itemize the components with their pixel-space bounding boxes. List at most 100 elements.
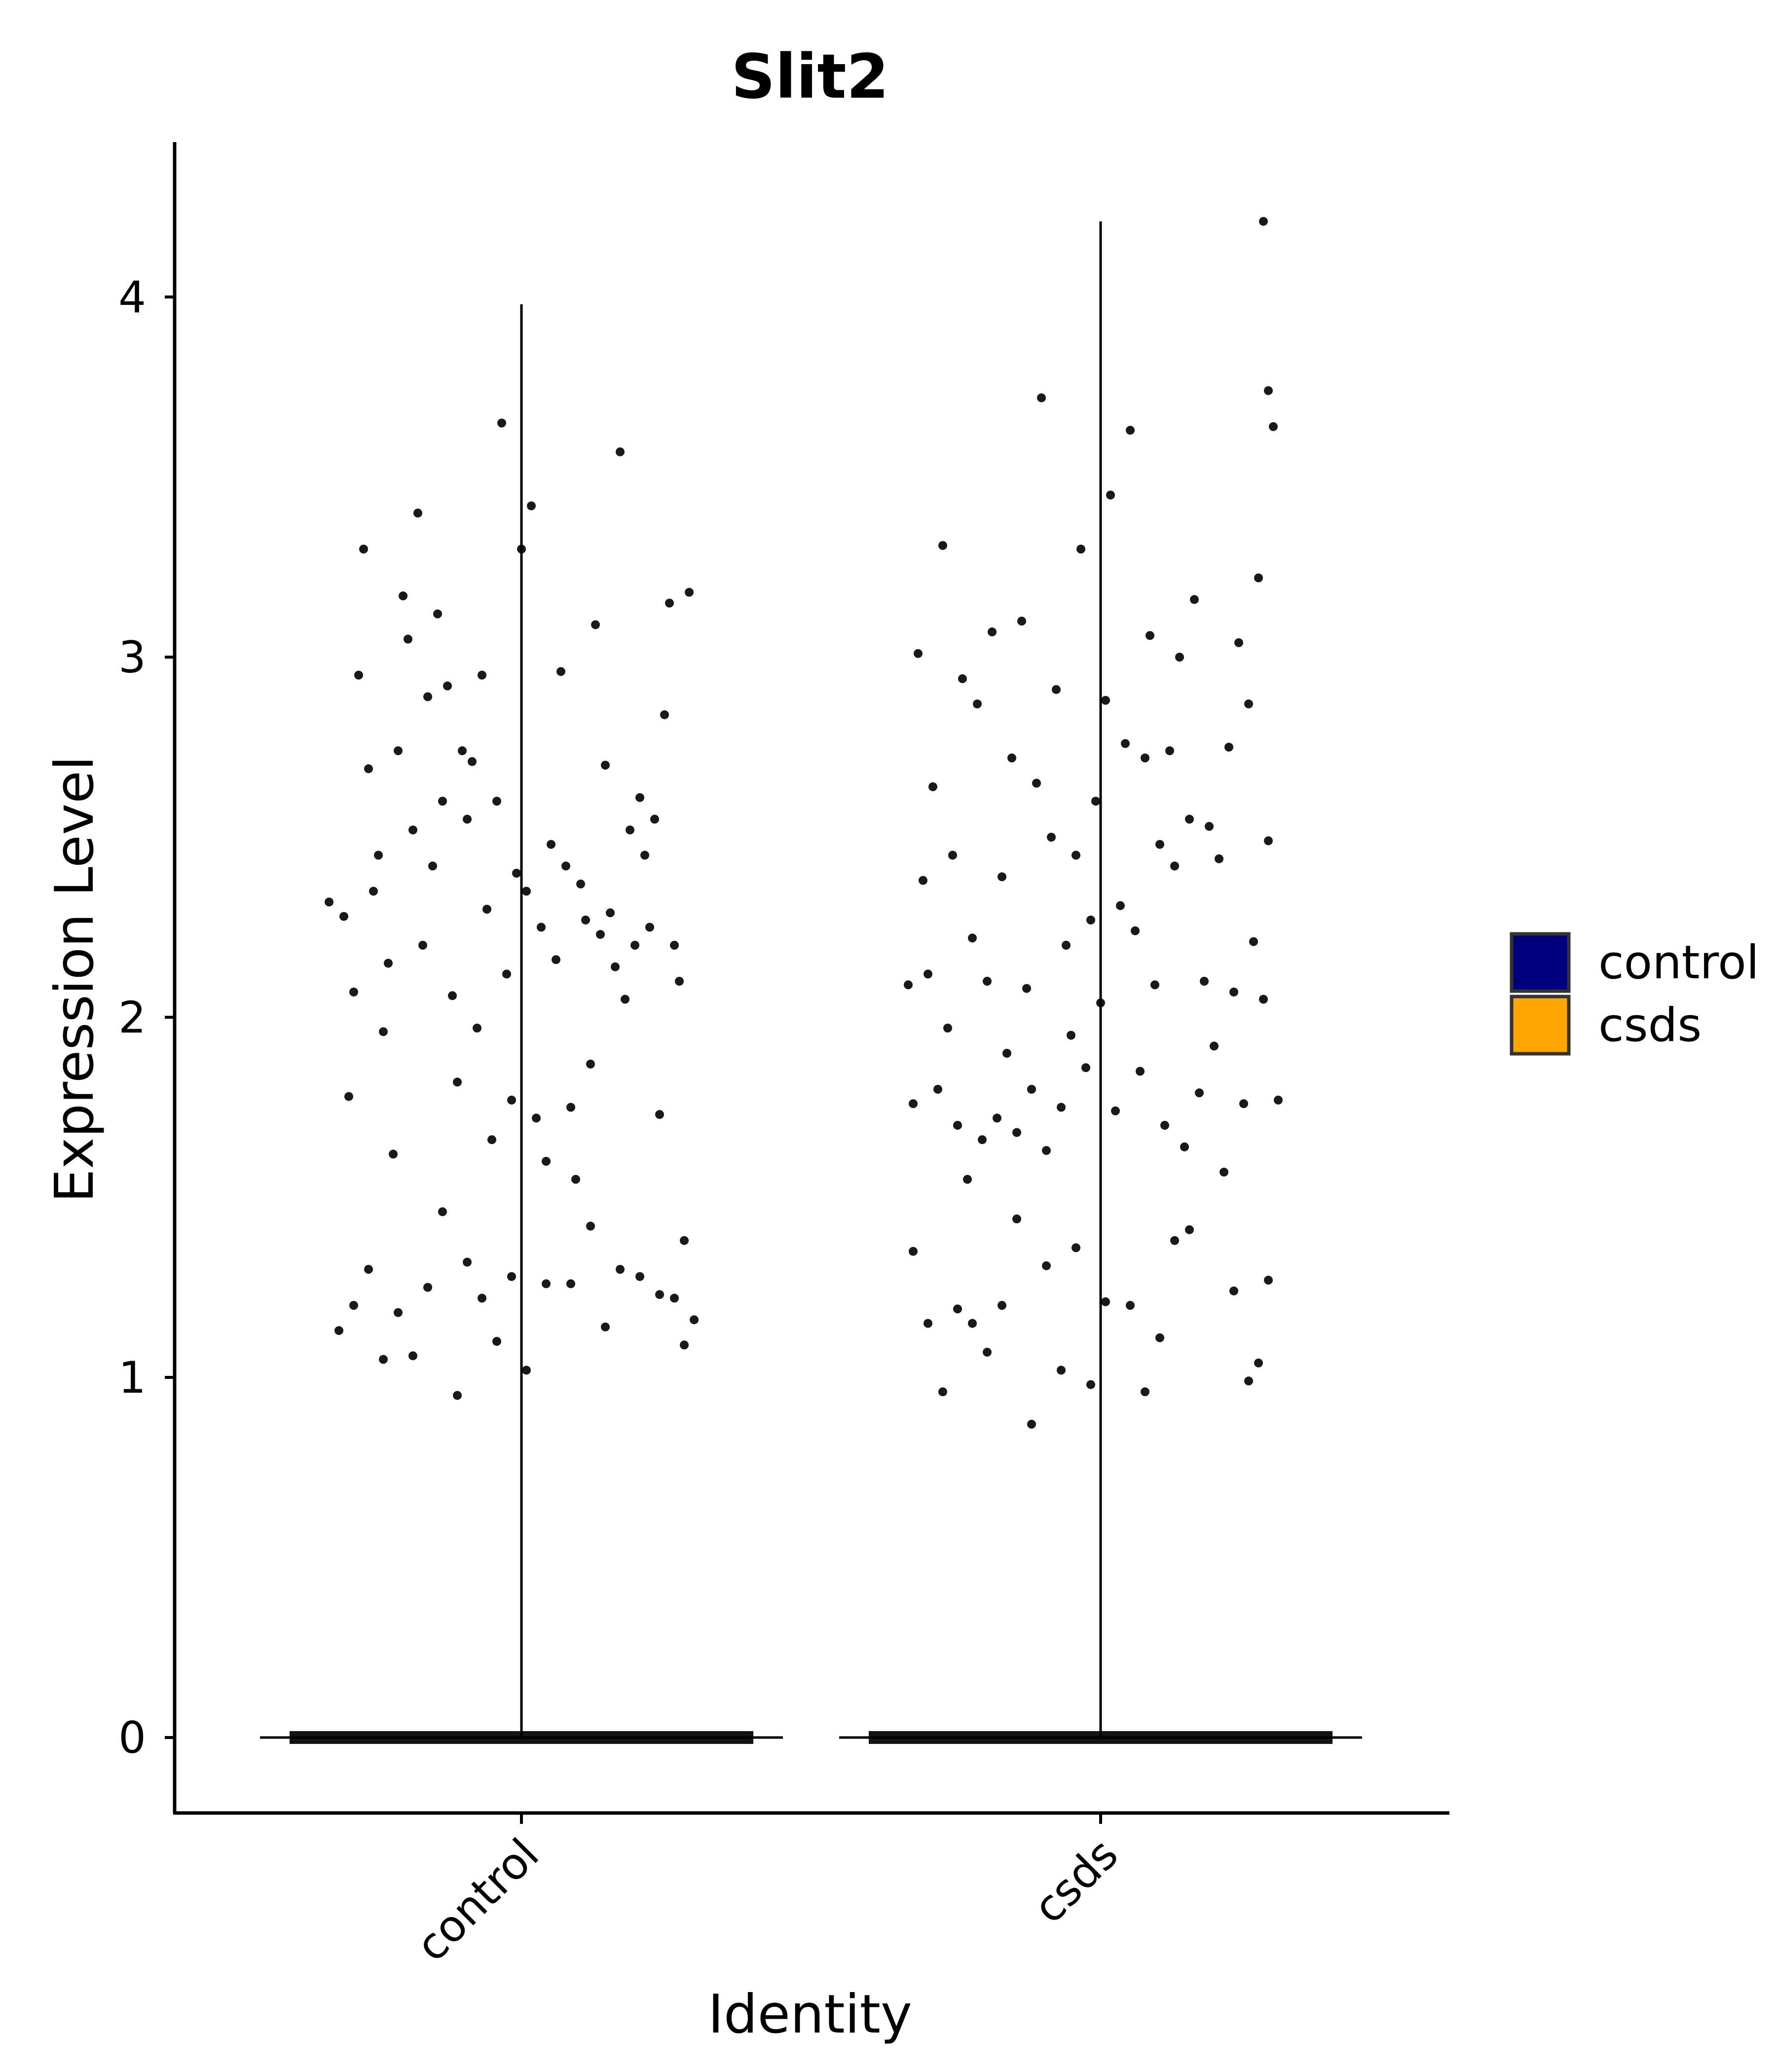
data-point <box>418 941 427 950</box>
data-point <box>468 757 477 766</box>
data-point <box>1096 998 1105 1007</box>
data-point <box>904 980 913 990</box>
data-point <box>1136 1067 1145 1076</box>
data-point <box>1121 739 1130 748</box>
data-point <box>384 959 393 968</box>
data-point <box>621 995 629 1004</box>
data-point <box>1254 1358 1263 1368</box>
data-point <box>1017 617 1026 626</box>
data-point <box>1072 851 1080 860</box>
data-point <box>909 1247 918 1256</box>
data-point <box>1185 814 1194 824</box>
data-point <box>458 746 467 755</box>
data-point <box>433 609 442 619</box>
data-point <box>670 1294 679 1303</box>
data-point <box>566 1279 575 1289</box>
data-point <box>983 1347 992 1357</box>
data-point <box>1032 778 1041 788</box>
data-point <box>463 814 472 824</box>
data-point <box>993 1113 1001 1123</box>
data-point <box>453 1077 462 1087</box>
data-point <box>369 887 378 896</box>
data-point <box>532 1113 541 1123</box>
data-point <box>655 1110 664 1119</box>
data-point <box>1116 901 1125 910</box>
data-point <box>1215 854 1223 863</box>
data-point <box>914 649 923 658</box>
data-point <box>998 1301 1006 1310</box>
data-point <box>1012 1214 1021 1223</box>
data-point <box>680 1340 689 1350</box>
data-point <box>1150 980 1159 990</box>
data-point <box>364 764 373 774</box>
data-point <box>379 1355 388 1364</box>
data-point <box>453 1391 462 1400</box>
data-point <box>1091 797 1100 806</box>
data-point <box>404 634 412 644</box>
data-point <box>438 797 447 806</box>
data-point <box>1012 1128 1021 1137</box>
data-point <box>1101 696 1110 705</box>
data-point <box>1042 1146 1051 1155</box>
y-tick-label: 0 <box>118 1712 146 1763</box>
data-point <box>1037 393 1046 403</box>
y-tick-label: 2 <box>118 992 146 1043</box>
chart-title: Slit2 <box>731 41 889 112</box>
legend: control csds <box>1510 932 1759 1056</box>
data-point <box>581 915 590 925</box>
data-point <box>645 923 654 932</box>
data-point <box>924 1319 932 1328</box>
data-point <box>943 1023 952 1033</box>
data-point <box>1170 861 1179 871</box>
data-point <box>413 509 422 518</box>
data-point <box>1269 422 1278 431</box>
data-point <box>1111 1106 1120 1115</box>
data-point <box>334 1326 343 1335</box>
data-point <box>394 1308 403 1317</box>
data-point <box>1195 1088 1204 1098</box>
zero-points-csds <box>869 1731 1332 1744</box>
data-point <box>1072 1243 1080 1253</box>
data-point <box>626 825 634 835</box>
data-point <box>1234 638 1243 647</box>
data-point <box>423 1283 432 1292</box>
data-point <box>938 1387 947 1397</box>
data-point <box>1244 699 1253 708</box>
data-point <box>492 1337 501 1346</box>
data-point <box>364 1265 373 1274</box>
data-point <box>502 969 511 979</box>
data-point <box>1155 1333 1164 1342</box>
data-point <box>1175 653 1184 662</box>
data-point <box>1141 753 1149 763</box>
data-point <box>423 692 432 702</box>
data-point <box>909 1099 918 1109</box>
data-point <box>542 1157 551 1166</box>
data-point <box>978 1135 987 1145</box>
data-point <box>492 797 501 806</box>
data-point <box>919 876 927 885</box>
data-point <box>576 879 585 888</box>
data-point <box>566 1103 575 1112</box>
plot-area <box>260 217 1362 1744</box>
data-point <box>349 1301 358 1310</box>
data-point <box>983 977 992 986</box>
data-point <box>586 1059 595 1069</box>
data-point <box>665 598 674 608</box>
data-point <box>660 710 669 719</box>
data-point <box>547 840 555 849</box>
data-point <box>325 897 333 907</box>
data-point <box>1106 490 1115 500</box>
data-point <box>438 1207 447 1217</box>
data-point <box>928 782 937 791</box>
data-point <box>1052 685 1061 694</box>
data-point <box>1067 1031 1075 1040</box>
data-point <box>690 1315 699 1325</box>
data-point <box>680 1236 689 1245</box>
y-tick-label: 4 <box>118 272 146 323</box>
data-point <box>953 1304 962 1314</box>
data-point <box>1244 1376 1253 1386</box>
x-axis-ticks: control csds <box>406 1813 1128 1971</box>
data-point <box>685 588 694 597</box>
data-point <box>1205 822 1214 831</box>
